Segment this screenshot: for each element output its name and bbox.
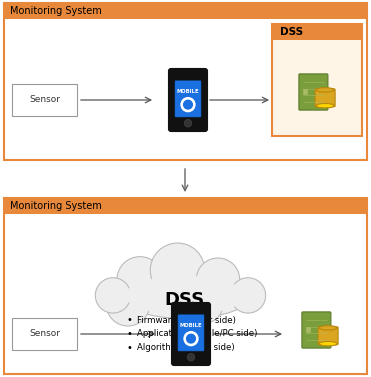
FancyBboxPatch shape [12, 318, 77, 350]
FancyBboxPatch shape [175, 81, 201, 117]
Text: DSS: DSS [165, 291, 205, 309]
FancyBboxPatch shape [302, 312, 331, 348]
FancyBboxPatch shape [272, 24, 362, 136]
FancyBboxPatch shape [318, 327, 338, 345]
FancyBboxPatch shape [4, 198, 367, 374]
FancyBboxPatch shape [315, 89, 335, 107]
Ellipse shape [319, 342, 337, 346]
FancyBboxPatch shape [12, 84, 77, 116]
Text: Sensor: Sensor [29, 95, 60, 104]
FancyBboxPatch shape [303, 89, 307, 94]
Ellipse shape [319, 326, 337, 330]
Text: Algorithm(Server side): Algorithm(Server side) [137, 343, 234, 352]
Circle shape [187, 334, 196, 343]
Ellipse shape [316, 104, 334, 108]
Text: Monitoring System: Monitoring System [10, 6, 102, 16]
FancyBboxPatch shape [4, 3, 367, 160]
Text: •: • [127, 329, 133, 339]
FancyBboxPatch shape [178, 315, 204, 351]
Ellipse shape [125, 276, 245, 315]
Circle shape [117, 257, 163, 303]
Circle shape [95, 278, 131, 313]
Circle shape [184, 120, 192, 127]
Ellipse shape [119, 272, 251, 319]
Circle shape [106, 282, 150, 326]
Circle shape [181, 98, 195, 112]
FancyBboxPatch shape [168, 69, 207, 132]
Text: Firmware (Sensor side): Firmware (Sensor side) [137, 316, 236, 325]
Text: MOBILE: MOBILE [177, 89, 199, 94]
Text: MOBILE: MOBILE [180, 323, 202, 328]
Circle shape [150, 243, 205, 297]
Circle shape [184, 100, 192, 109]
Text: Monitoring System: Monitoring System [10, 201, 102, 211]
Circle shape [184, 332, 198, 346]
Circle shape [196, 258, 240, 302]
Ellipse shape [316, 88, 334, 92]
FancyBboxPatch shape [4, 198, 367, 214]
Text: •: • [127, 315, 133, 325]
Text: DSS: DSS [280, 27, 303, 37]
Text: Sensor: Sensor [29, 329, 60, 339]
Circle shape [230, 278, 266, 313]
Circle shape [185, 285, 223, 323]
FancyBboxPatch shape [272, 24, 362, 40]
Text: Application (Mobile/PC side): Application (Mobile/PC side) [137, 329, 257, 339]
Text: •: • [127, 343, 133, 353]
FancyBboxPatch shape [306, 327, 310, 332]
FancyBboxPatch shape [4, 3, 367, 19]
Circle shape [187, 353, 195, 361]
FancyBboxPatch shape [299, 74, 328, 110]
FancyBboxPatch shape [171, 302, 210, 365]
